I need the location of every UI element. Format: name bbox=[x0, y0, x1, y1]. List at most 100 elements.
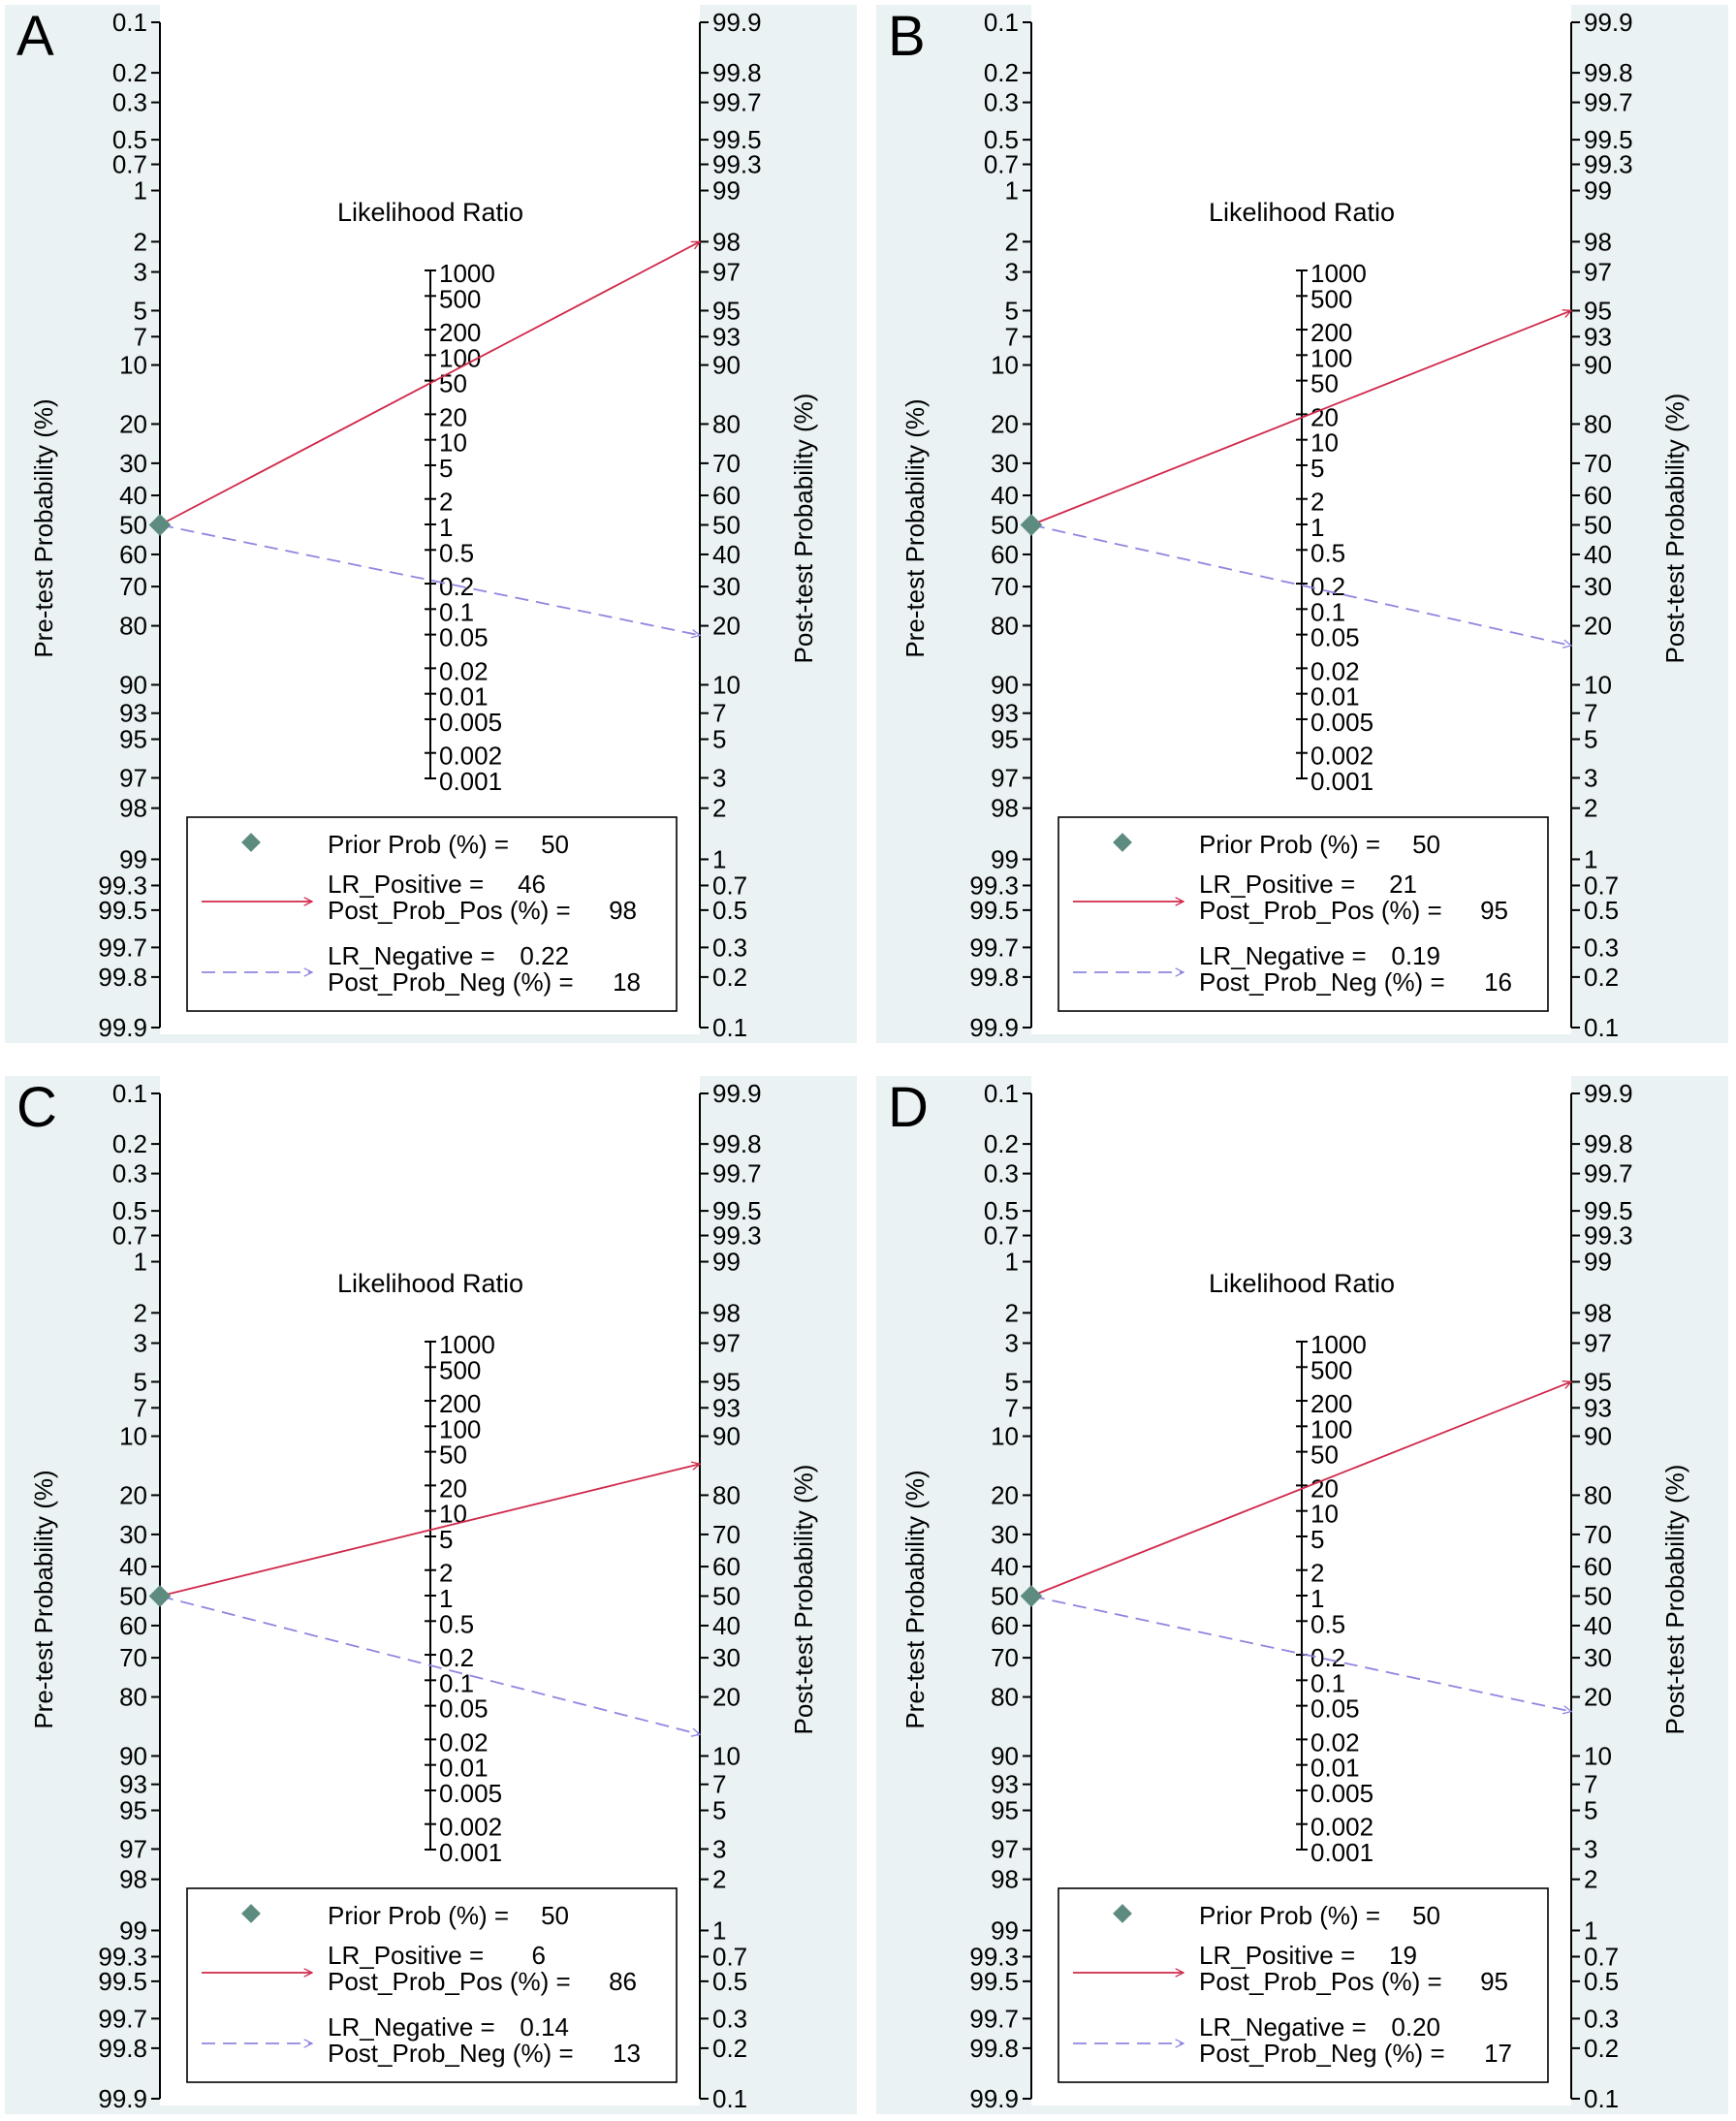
posttest-tick-label: 90 bbox=[712, 1422, 741, 1451]
legend-lr-negative-value: 0.20 bbox=[1391, 2012, 1440, 2042]
legend-post-pos-value: 98 bbox=[609, 896, 637, 925]
pretest-tick-label: 0.7 bbox=[984, 1221, 1019, 1250]
negative-lr-line bbox=[159, 523, 700, 636]
legend-post-pos-label: Post_Prob_Pos (%) = bbox=[328, 1967, 571, 1996]
posttest-tick-label: 0.7 bbox=[712, 1942, 747, 1971]
posttest-tick-label: 90 bbox=[1584, 351, 1612, 380]
lr-tick-label: 0.5 bbox=[439, 1609, 474, 1638]
pretest-tick-label: 99 bbox=[119, 844, 147, 873]
posttest-tick-label: 7 bbox=[1584, 699, 1597, 728]
posttest-tick-label: 5 bbox=[712, 1796, 726, 1825]
posttest-tick-label: 2 bbox=[712, 794, 726, 823]
legend-lr-negative-label: LR_Negative = bbox=[1199, 2012, 1367, 2042]
pretest-tick-label: 97 bbox=[119, 1834, 147, 1863]
legend-post-neg-label: Post_Prob_Neg (%) = bbox=[1199, 2039, 1445, 2068]
legend-post-pos-value: 95 bbox=[1480, 896, 1508, 925]
pretest-tick-label: 2 bbox=[134, 227, 147, 256]
posttest-tick-label: 99.7 bbox=[712, 88, 762, 117]
pretest-tick-label: 7 bbox=[1005, 1393, 1019, 1422]
lr-tick-label: 0.02 bbox=[439, 656, 489, 685]
lr-tick-label: 1 bbox=[1310, 1584, 1324, 1613]
posttest-tick-label: 97 bbox=[712, 1329, 741, 1358]
lr-tick-label: 50 bbox=[439, 1440, 467, 1470]
legend-lr-positive-label: LR_Positive = bbox=[328, 870, 484, 899]
lr-tick-label: 0.5 bbox=[439, 538, 474, 567]
posttest-tick-label: 5 bbox=[1584, 725, 1597, 754]
panel-d: 0.1 99.9 0.2 99.8 0.3 99.7 0.5 99.5 0.7 99.3 1 99 2 9… bbox=[876, 1076, 1728, 2114]
posttest-axis-title: Post-test Probability (%) bbox=[1660, 1465, 1689, 1735]
posttest-tick-label: 98 bbox=[1584, 227, 1612, 256]
legend-prior-value: 50 bbox=[1412, 1901, 1440, 1930]
posttest-tick-label: 0.2 bbox=[712, 963, 747, 992]
lr-tick-label: 500 bbox=[1310, 1355, 1352, 1384]
pretest-tick-label: 99.9 bbox=[969, 1013, 1019, 1042]
posttest-tick-label: 99.3 bbox=[712, 1221, 762, 1250]
lr-tick-label: 0.02 bbox=[439, 1727, 489, 1757]
posttest-tick-label: 99.3 bbox=[712, 150, 762, 179]
lr-tick-label: 0.005 bbox=[1310, 1779, 1373, 1808]
pretest-tick-label: 99.9 bbox=[98, 2084, 147, 2113]
pretest-tick-label: 60 bbox=[991, 1611, 1019, 1640]
posttest-tick-label: 10 bbox=[1584, 1741, 1612, 1770]
nomogram-chart-a: 0.1 99.9 0.2 99.8 0.3 99.7 0.5 99.5 0.7 99.3 1 99 2 9… bbox=[29, 5, 818, 1042]
pretest-tick-label: 0.1 bbox=[984, 1079, 1019, 1108]
legend-post-pos-label: Post_Prob_Pos (%) = bbox=[328, 896, 571, 925]
pretest-tick-label: 0.3 bbox=[984, 1159, 1019, 1188]
pretest-tick-label: 95 bbox=[991, 1796, 1019, 1825]
posttest-tick-label: 30 bbox=[1584, 1643, 1612, 1672]
legend-lr-negative-label: LR_Negative = bbox=[1199, 941, 1367, 970]
posttest-tick-label: 0.1 bbox=[1584, 1013, 1619, 1042]
legend-prior-label: Prior Prob (%) = bbox=[328, 830, 509, 859]
lr-tick-label: 200 bbox=[1310, 318, 1352, 347]
legend-post-neg-label: Post_Prob_Neg (%) = bbox=[1199, 967, 1445, 997]
pretest-tick-label: 2 bbox=[1005, 1298, 1019, 1327]
pretest-tick-label: 20 bbox=[119, 1480, 147, 1509]
posttest-tick-label: 60 bbox=[712, 481, 741, 510]
pretest-tick-label: 0.7 bbox=[112, 150, 147, 179]
posttest-tick-label: 40 bbox=[1584, 540, 1612, 569]
posttest-tick-label: 93 bbox=[712, 1393, 741, 1422]
posttest-tick-label: 90 bbox=[712, 351, 741, 380]
pretest-tick-label: 95 bbox=[119, 1796, 147, 1825]
pretest-tick-label: 0.1 bbox=[984, 8, 1019, 37]
posttest-tick-label: 70 bbox=[1584, 449, 1612, 478]
lr-tick-label: 0.2 bbox=[439, 1643, 474, 1672]
lr-tick-label: 20 bbox=[439, 402, 467, 431]
posttest-tick-label: 5 bbox=[1584, 1796, 1597, 1825]
lr-tick-label: 200 bbox=[439, 1389, 481, 1418]
legend-lr-positive-value: 46 bbox=[518, 870, 546, 899]
posttest-tick-label: 50 bbox=[712, 1582, 741, 1611]
lr-scale-title: Likelihood Ratio bbox=[1209, 198, 1395, 227]
pretest-tick-label: 99.8 bbox=[98, 963, 147, 992]
posttest-tick-label: 1 bbox=[1584, 1915, 1597, 1945]
pretest-tick-label: 40 bbox=[119, 481, 147, 510]
lr-tick-label: 200 bbox=[1310, 1389, 1352, 1418]
posttest-tick-label: 3 bbox=[712, 1834, 726, 1863]
posttest-tick-label: 95 bbox=[1584, 1367, 1612, 1396]
pretest-tick-label: 80 bbox=[991, 1683, 1019, 1712]
pretest-tick-label: 5 bbox=[1005, 296, 1019, 325]
posttest-tick-label: 7 bbox=[712, 699, 726, 728]
posttest-tick-label: 98 bbox=[712, 1298, 741, 1327]
lr-tick-label: 0.005 bbox=[439, 1779, 502, 1808]
lr-tick-label: 5 bbox=[439, 1525, 453, 1554]
panel-b: 0.1 99.9 0.2 99.8 0.3 99.7 0.5 99.5 0.7 99.3 1 99 2 9… bbox=[876, 5, 1728, 1043]
posttest-tick-label: 93 bbox=[1584, 1393, 1612, 1422]
pretest-tick-label: 95 bbox=[119, 725, 147, 754]
pretest-tick-label: 50 bbox=[119, 511, 147, 540]
lr-tick-label: 0.1 bbox=[439, 1668, 474, 1697]
pretest-tick-label: 93 bbox=[991, 699, 1019, 728]
posttest-axis-title: Post-test Probability (%) bbox=[789, 1465, 818, 1735]
lr-tick-label: 0.05 bbox=[439, 623, 489, 652]
pretest-tick-label: 80 bbox=[991, 612, 1019, 641]
pretest-tick-label: 99.7 bbox=[98, 2004, 147, 2033]
pretest-tick-label: 98 bbox=[119, 1865, 147, 1894]
pretest-tick-label: 99.8 bbox=[969, 2034, 1019, 2063]
lr-tick-label: 0.001 bbox=[1310, 767, 1373, 796]
legend-prior-marker bbox=[1113, 1904, 1132, 1923]
posttest-tick-label: 0.1 bbox=[712, 1013, 747, 1042]
posttest-tick-label: 3 bbox=[712, 763, 726, 792]
pretest-tick-label: 99.8 bbox=[98, 2034, 147, 2063]
pretest-tick-label: 60 bbox=[119, 1611, 147, 1640]
pretest-tick-label: 98 bbox=[991, 1865, 1019, 1894]
